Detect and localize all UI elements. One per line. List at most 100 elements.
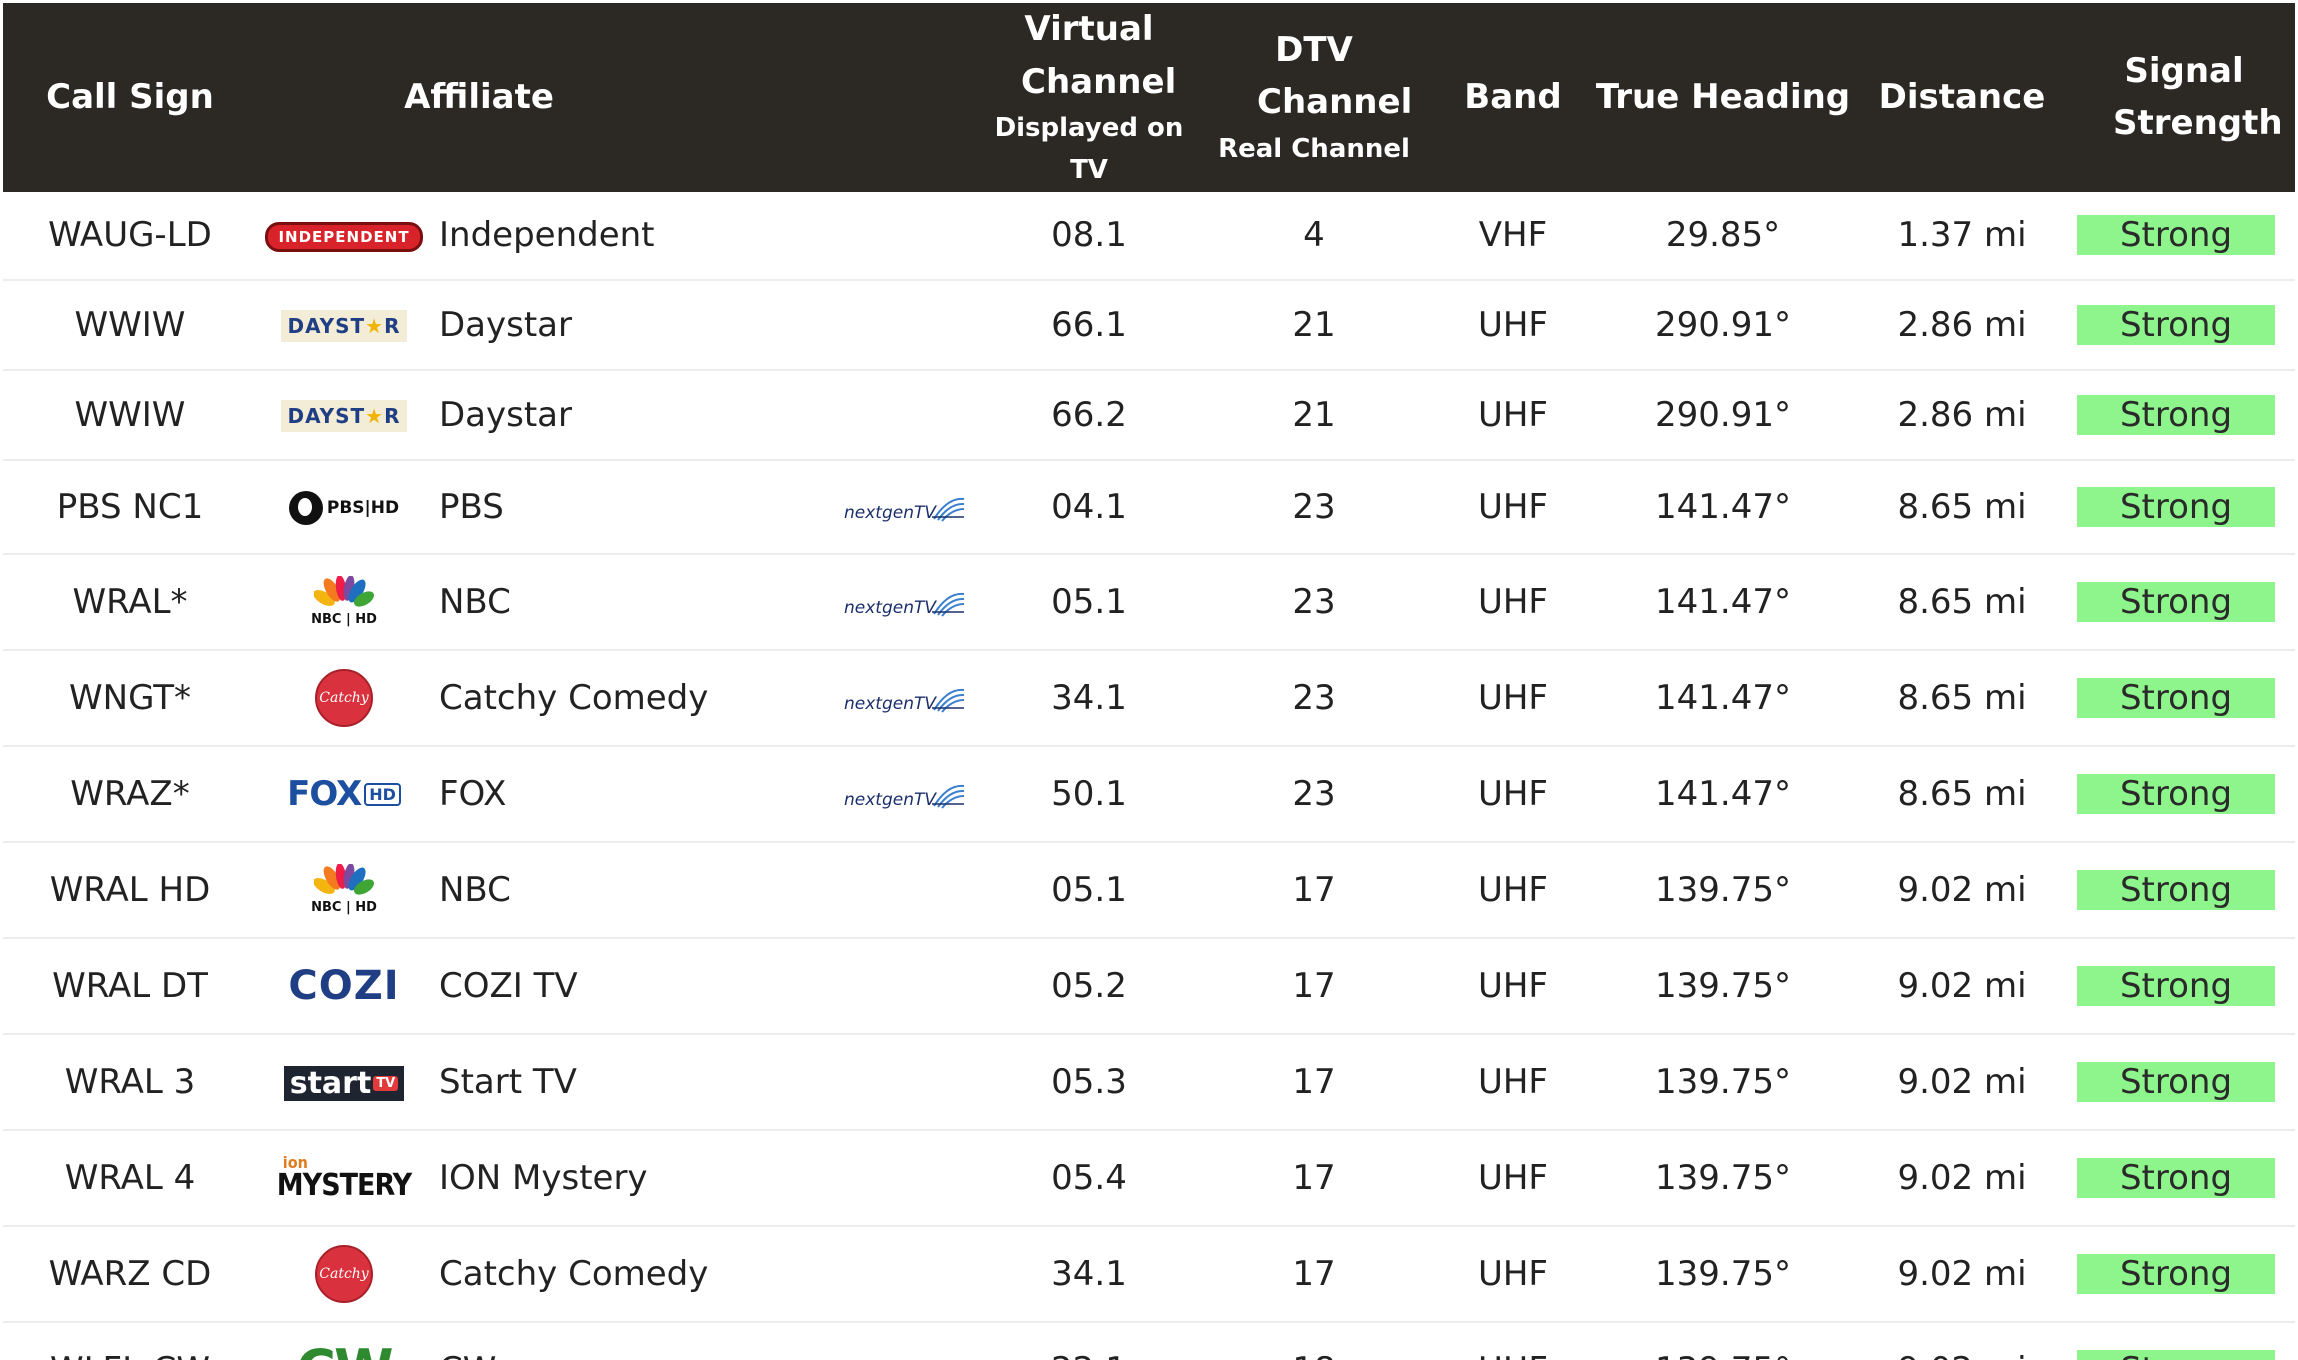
affiliate-name-cell: Daystar [431, 279, 829, 371]
independent-logo-icon: INDEPENDENT [265, 221, 423, 252]
table-row[interactable]: WAUG-LD INDEPENDENT Independent 08.1 4 VHF 29.… [3, 191, 2295, 281]
signal-strength-badge: Strong [2077, 1157, 2275, 1198]
distance-cell: 2.86 mi [1851, 369, 2073, 461]
channel-table-container: Call Sign Affiliate Virtual Channel Displ… [3, 3, 2295, 1360]
header-band[interactable]: Band [1431, 3, 1595, 192]
virtual-channel-cell: 34.1 [981, 649, 1197, 747]
call-sign-cell: WRAL* [3, 553, 257, 651]
signal-strength-cell: Strong [2073, 1321, 2295, 1360]
distance-cell: 8.65 mi [1851, 553, 2073, 651]
nextgen-cell [829, 1225, 981, 1323]
header-signal-strength-label: Signal Strength [2113, 50, 2283, 144]
table-row[interactable]: PBS NC1 PBS|HD PBS nextgenTV 04.1 23 UHF 141.47… [3, 459, 2295, 555]
call-sign-cell: WARZ CD [3, 1225, 257, 1323]
distance-cell: 8.65 mi [1851, 745, 2073, 843]
affiliate-logo-cell: CW [257, 1321, 431, 1360]
dtv-channel-cell: 17 [1197, 1033, 1431, 1131]
table-row[interactable]: WNGT* Catchy Catchy Comedy nextgenTV 34.1 23 U… [3, 649, 2295, 747]
signal-strength-cell: Strong [2073, 1033, 2295, 1131]
true-heading-cell: 139.75° [1595, 1033, 1851, 1131]
header-virtual-channel-label: Virtual Channel [1021, 9, 1177, 102]
virtual-channel-cell: 05.1 [981, 553, 1197, 651]
nextgen-cell [829, 1321, 981, 1360]
header-true-heading[interactable]: True Heading [1595, 3, 1851, 192]
virtual-channel-cell: 05.3 [981, 1033, 1197, 1131]
call-sign-cell: WRAL 4 [3, 1129, 257, 1227]
affiliate-logo-cell: Catchy [257, 1225, 431, 1323]
start-tv-logo-icon: start TV [283, 1065, 405, 1101]
true-heading-cell: 139.75° [1595, 841, 1851, 939]
header-affiliate[interactable]: Affiliate [257, 3, 981, 192]
table-row[interactable]: WARZ CD Catchy Catchy Comedy 34.1 17 UHF 139.7… [3, 1225, 2295, 1323]
table-row[interactable]: WRAL* NBC | HD NBC nextgenTV 05.1 23 UHF 141.47… [3, 553, 2295, 651]
table-row[interactable]: WRAL HD NBC | HD NBC 05.1 17 UHF 139.75° 9.02 m… [3, 841, 2295, 939]
header-dtv-channel[interactable]: DTV Channel Real Channel [1197, 3, 1431, 192]
affiliate-logo-cell: ion MYSTERY [257, 1129, 431, 1227]
daystar-logo-icon: DAYST ★ R [281, 400, 407, 433]
signal-strength-cell: Strong [2073, 1225, 2295, 1323]
affiliate-logo-cell: NBC | HD [257, 841, 431, 939]
table-row[interactable]: WRAL 3 start TV Start TV 05.3 17 UHF 139.75° 9.0… [3, 1033, 2295, 1131]
nextgen-cell: nextgenTV [829, 459, 981, 555]
signal-strength-badge: Strong [2077, 1253, 2275, 1294]
true-heading-cell: 290.91° [1595, 279, 1851, 371]
fox-logo-icon: FOX HD [287, 774, 401, 814]
true-heading-cell: 29.85° [1595, 191, 1851, 281]
signal-strength-cell: Strong [2073, 553, 2295, 651]
band-cell: UHF [1431, 369, 1595, 461]
true-heading-cell: 139.75° [1595, 1321, 1851, 1360]
nextgen-tv-label: nextgenTV [844, 597, 936, 618]
nextgen-cell: nextgenTV [829, 649, 981, 747]
nextgen-tv-label: nextgenTV [844, 502, 936, 523]
distance-cell: 9.02 mi [1851, 937, 2073, 1035]
nextgen-cell: nextgenTV [829, 553, 981, 651]
nextgen-cell [829, 841, 981, 939]
nextgen-tv-icon: nextgenTV [844, 782, 966, 810]
true-heading-cell: 290.91° [1595, 369, 1851, 461]
header-virtual-channel-sub: Displayed on TV [994, 113, 1184, 185]
affiliate-logo-cell: DAYST ★ R [257, 279, 431, 371]
distance-cell: 8.65 mi [1851, 649, 2073, 747]
signal-strength-badge: Strong [2077, 486, 2275, 527]
dtv-channel-cell: 21 [1197, 369, 1431, 461]
header-affiliate-label: Affiliate [404, 76, 554, 117]
table-row[interactable]: WWIW DAYST ★ R Daystar 66.2 21 UHF 290.91° 2.86 m… [3, 369, 2295, 461]
signal-strength-cell: Strong [2073, 1129, 2295, 1227]
header-virtual-channel[interactable]: Virtual Channel Displayed on TV [981, 3, 1197, 192]
affiliate-name-cell: Daystar [431, 369, 829, 461]
pbs-logo-icon: PBS|HD [288, 491, 399, 526]
band-cell: UHF [1431, 459, 1595, 555]
table-row[interactable]: WLFL-CW CW CW 22.118UHF139.75°9.02 mi Strong [3, 1321, 2295, 1360]
header-call-sign[interactable]: Call Sign [3, 3, 257, 192]
table-row[interactable]: WRAL DT COZI COZI TV 05.2 17 UHF 139.75° 9.02 m… [3, 937, 2295, 1035]
signal-strength-cell: Strong [2073, 841, 2295, 939]
call-sign-cell: PBS NC1 [3, 459, 257, 555]
band-cell: UHF [1431, 1033, 1595, 1131]
signal-strength-badge: Strong [2077, 215, 2275, 256]
affiliate-name-cell: Start TV [431, 1033, 829, 1131]
virtual-channel-cell: 66.2 [981, 369, 1197, 461]
nextgen-cell [829, 1129, 981, 1227]
table-row[interactable]: WRAZ* FOX HD FOX nextgenTV 50.1 23 UHF 141.47° 8.… [3, 745, 2295, 843]
affiliate-logo-cell: start TV [257, 1033, 431, 1131]
affiliate-name-cell: ION Mystery [431, 1129, 829, 1227]
band-cell: UHF [1431, 279, 1595, 371]
nextgen-cell [829, 369, 981, 461]
call-sign-cell: WWIW [3, 279, 257, 371]
call-sign-cell: WRAL HD [3, 841, 257, 939]
signal-strength-badge: Strong [2077, 304, 2275, 345]
cozi-logo-icon: COZI [288, 962, 400, 1009]
signal-strength-cell: Strong [2073, 191, 2295, 281]
signal-strength-badge: Strong [2077, 965, 2275, 1006]
virtual-channel-cell: 66.1 [981, 279, 1197, 371]
distance-cell: 8.65 mi [1851, 459, 2073, 555]
virtual-channel-cell: 34.1 [981, 1225, 1197, 1323]
table-row[interactable]: WRAL 4 ion MYSTERY ION Mystery 05.4 17 UHF 139.… [3, 1129, 2295, 1227]
header-signal-strength[interactable]: Signal Strength [2073, 3, 2295, 192]
true-heading-cell: 139.75° [1595, 937, 1851, 1035]
nextgen-tv-icon: nextgenTV [844, 686, 966, 714]
table-row[interactable]: WWIW DAYST ★ R Daystar 66.1 21 UHF 290.91° 2.86 m… [3, 279, 2295, 371]
header-distance[interactable]: Distance [1851, 3, 2073, 192]
nextgen-tv-label: nextgenTV [844, 693, 936, 714]
nextgen-cell [829, 937, 981, 1035]
